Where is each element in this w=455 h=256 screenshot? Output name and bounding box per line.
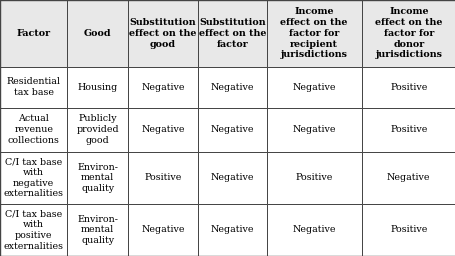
Text: Negative: Negative	[292, 82, 335, 92]
Bar	[67, 204, 127, 256]
Text: Negative: Negative	[141, 82, 184, 92]
Bar	[67, 152, 127, 204]
Text: Negative: Negative	[210, 82, 254, 92]
Text: Residential
tax base: Residential tax base	[7, 77, 61, 97]
Bar	[67, 108, 127, 152]
Bar	[266, 204, 361, 256]
Text: Housing: Housing	[77, 82, 117, 92]
Bar	[198, 0, 266, 67]
Bar	[127, 152, 198, 204]
Bar	[0, 108, 67, 152]
Bar	[0, 67, 67, 108]
Text: Positive: Positive	[389, 226, 426, 234]
Bar	[361, 152, 455, 204]
Bar	[67, 0, 127, 67]
Text: Income
effect on the
factor for
recipient
jurisdictions: Income effect on the factor for recipien…	[280, 7, 347, 59]
Text: Negative: Negative	[210, 173, 254, 182]
Bar	[266, 152, 361, 204]
Text: Negative: Negative	[292, 226, 335, 234]
Text: Negative: Negative	[141, 226, 184, 234]
Text: Environ-
mental
quality: Environ- mental quality	[77, 215, 118, 245]
Bar	[198, 108, 266, 152]
Bar	[127, 204, 198, 256]
Text: Negative: Negative	[210, 226, 254, 234]
Bar	[266, 67, 361, 108]
Bar	[198, 67, 266, 108]
Text: C/I tax base
with
positive
externalities: C/I tax base with positive externalities	[4, 209, 64, 251]
Text: Positive: Positive	[144, 173, 181, 182]
Text: Actual
revenue
collections: Actual revenue collections	[8, 114, 60, 145]
Bar	[361, 204, 455, 256]
Text: Positive: Positive	[389, 125, 426, 134]
Bar	[127, 67, 198, 108]
Bar	[361, 0, 455, 67]
Bar	[0, 204, 67, 256]
Text: Substitution
effect on the
good: Substitution effect on the good	[129, 18, 196, 49]
Text: Negative: Negative	[141, 125, 184, 134]
Bar	[361, 108, 455, 152]
Text: Environ-
mental
quality: Environ- mental quality	[77, 163, 118, 193]
Text: C/I tax base
with
negative
externalities: C/I tax base with negative externalities	[4, 157, 64, 198]
Bar	[0, 0, 67, 67]
Text: Negative: Negative	[386, 173, 430, 182]
Bar	[198, 152, 266, 204]
Text: Positive: Positive	[389, 82, 426, 92]
Text: Negative: Negative	[292, 125, 335, 134]
Text: Publicly
provided
good: Publicly provided good	[76, 114, 119, 145]
Bar	[198, 204, 266, 256]
Text: Income
effect on the
factor for
donor
jurisdictions: Income effect on the factor for donor ju…	[374, 7, 441, 59]
Bar	[127, 0, 198, 67]
Bar	[266, 0, 361, 67]
Text: Factor: Factor	[17, 29, 51, 38]
Text: Negative: Negative	[210, 125, 254, 134]
Bar	[0, 152, 67, 204]
Bar	[67, 67, 127, 108]
Bar	[266, 108, 361, 152]
Text: Good: Good	[84, 29, 111, 38]
Bar	[127, 108, 198, 152]
Text: Substitution
effect on the
factor: Substitution effect on the factor	[198, 18, 266, 49]
Bar	[361, 67, 455, 108]
Text: Positive: Positive	[295, 173, 332, 182]
